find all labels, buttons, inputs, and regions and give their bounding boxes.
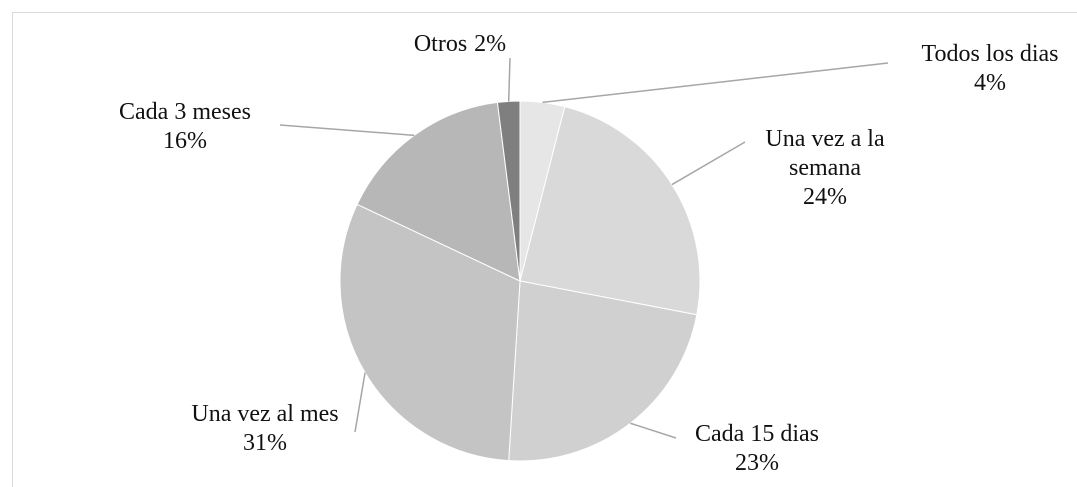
leader-line [671, 141, 746, 186]
pie-slice [356, 101, 521, 282]
leader-line [542, 62, 889, 104]
value-label: 23% [735, 450, 779, 476]
category-label: Otros [413, 31, 468, 57]
category-label: Cada 3 meses [119, 99, 251, 125]
leader-line [630, 422, 677, 439]
value-label: 31% [243, 430, 287, 456]
slice-label: Cada 3 meses 16% [85, 98, 285, 156]
slice-label: Cada 15 dias 23% [672, 420, 842, 478]
value-label: 4% [974, 70, 1006, 96]
value-label: 16% [163, 128, 207, 154]
leader-line [507, 57, 511, 102]
slice-label: Una vez al mes 31% [150, 400, 380, 458]
value-label: 2% [474, 31, 507, 57]
category-label: Cada 15 dias [695, 421, 819, 447]
leader-line [354, 372, 366, 433]
pie-slice [519, 106, 701, 316]
value-label: 24% [803, 184, 847, 210]
slice-label: Otros 2% [395, 30, 525, 59]
slice-label: Una vez a la semana 24% [745, 125, 905, 212]
leader-line [279, 124, 415, 137]
slice-label: Todos los dias 4% [895, 40, 1077, 98]
category-label: Una vez al mes [191, 401, 339, 427]
category-label: Todos los dias [921, 41, 1059, 67]
frame [12, 12, 1077, 487]
category-label: Una vez a la semana [765, 126, 885, 181]
